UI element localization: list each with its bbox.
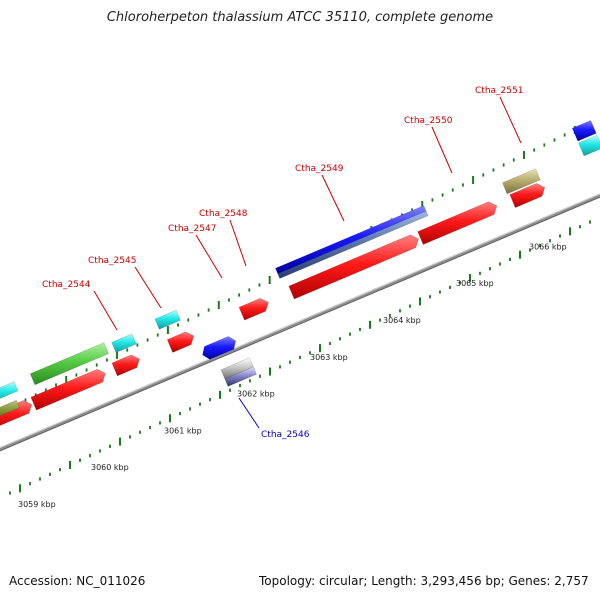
gene-label-ctha-2551[interactable]: Ctha_2551 bbox=[475, 86, 523, 96]
kbp-scale-labels: 3059 kbp 3060 kbp 3061 kbp 3062 kbp 3063 kbp… bbox=[18, 242, 567, 509]
cds-bar-ctha-2546-slate[interactable] bbox=[224, 366, 257, 387]
kbp-scale-label: 3060 kbp bbox=[91, 463, 129, 472]
backbone-line bbox=[0, 193, 600, 451]
rrna-feature[interactable] bbox=[29, 342, 109, 386]
kbp-scale-label: 3064 kbp bbox=[383, 316, 421, 325]
leader-line-ctha-2551 bbox=[499, 96, 522, 144]
feature-track bbox=[0, 120, 600, 426]
gene-labels: Ctha_2544 Ctha_2545 Ctha_2546 Ctha_2547 Ctha… bbox=[42, 86, 523, 440]
leader-line-ctha-2550 bbox=[431, 126, 453, 174]
cds-arrow-ctha-2548[interactable] bbox=[238, 297, 269, 321]
leader-line-ctha-2547 bbox=[195, 234, 223, 279]
cds-arrow-ctha-2551[interactable] bbox=[509, 183, 546, 208]
leader-line-ctha-2546 bbox=[238, 397, 260, 429]
kbp-scale-label: 3066 kbp bbox=[529, 242, 567, 251]
cds-arrow-ctha-2545[interactable] bbox=[111, 354, 140, 377]
gene-label-ctha-2548[interactable]: Ctha_2548 bbox=[199, 209, 248, 219]
misc-feature-1[interactable] bbox=[0, 399, 20, 420]
cds-arrow-ctha-2547[interactable] bbox=[166, 331, 195, 353]
gene-label-ctha-2550[interactable]: Ctha_2550 bbox=[404, 116, 453, 126]
cds-arrow-ctha-2550[interactable] bbox=[417, 201, 498, 245]
cds-arrow-ctha-2544[interactable] bbox=[30, 368, 106, 411]
gene-bar-ctha-2549-steel[interactable] bbox=[277, 210, 429, 279]
kbp-scale-label: 3059 kbp bbox=[18, 500, 56, 509]
leader-line-ctha-2549 bbox=[321, 174, 345, 222]
lower-tick-track bbox=[9, 220, 591, 495]
cds-bar-ctha-2546-grey[interactable] bbox=[220, 357, 254, 380]
kbp-scale-label: 3061 kbp bbox=[164, 426, 202, 435]
cds-arrow-ctha-2546[interactable] bbox=[202, 336, 236, 360]
leader-line-ctha-2548 bbox=[229, 219, 247, 267]
leader-line-ctha-2545 bbox=[134, 266, 162, 309]
leader-line-ctha-2544 bbox=[93, 290, 118, 331]
trna-feature-3[interactable] bbox=[154, 309, 181, 330]
page-title: Chloroherpeton thalassium ATCC 35110, co… bbox=[106, 10, 494, 25]
misc-feature-2[interactable] bbox=[502, 168, 541, 195]
accession-text: Accession: NC_011026 bbox=[9, 574, 146, 588]
label-leader-lines bbox=[93, 96, 522, 429]
gene-label-ctha-2549[interactable]: Ctha_2549 bbox=[295, 164, 344, 174]
backbone-highlight bbox=[0, 193, 600, 449]
gene-label-ctha-2547[interactable]: Ctha_2547 bbox=[168, 224, 216, 234]
backbone-shadow bbox=[0, 195, 600, 452]
gene-label-ctha-2545[interactable]: Ctha_2545 bbox=[88, 256, 136, 266]
gene-bar-ctha-2549-blue[interactable] bbox=[275, 205, 427, 275]
genome-backbone bbox=[0, 193, 600, 452]
cds-arrow-ctha-2549[interactable] bbox=[288, 234, 419, 300]
trna-feature-1[interactable] bbox=[0, 381, 19, 404]
gene-label-ctha-2546[interactable]: Ctha_2546 bbox=[261, 430, 310, 440]
trna-feature-2[interactable] bbox=[111, 333, 137, 353]
gene-label-ctha-2544[interactable]: Ctha_2544 bbox=[42, 280, 91, 290]
trna-feature-edge[interactable] bbox=[578, 134, 600, 157]
kbp-scale-label: 3065 kbp bbox=[456, 279, 494, 288]
reverse-cds-edge[interactable] bbox=[571, 120, 597, 142]
topology-text: Topology: circular; Length: 3,293,456 bp… bbox=[259, 574, 589, 588]
kbp-scale-label: 3063 kbp bbox=[310, 353, 348, 362]
kbp-scale-label: 3062 kbp bbox=[237, 390, 275, 399]
